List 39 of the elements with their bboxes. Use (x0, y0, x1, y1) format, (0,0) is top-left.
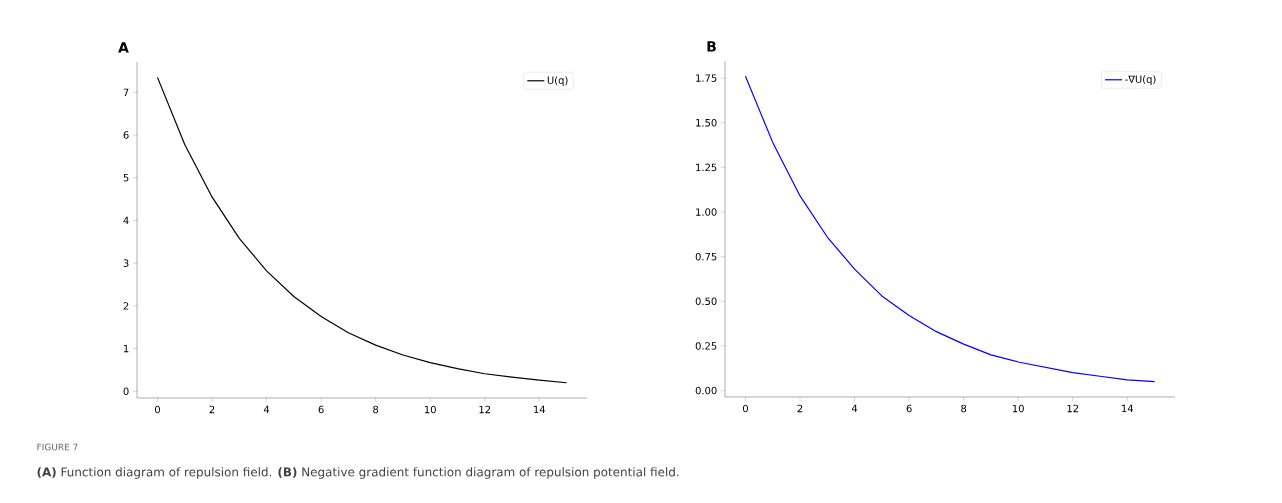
legend-label: -∇U(q) (1125, 75, 1156, 85)
x-tick-label: 2 (209, 405, 215, 414)
y-tick-label: 0.25 (695, 342, 717, 350)
x-tick-label: 4 (851, 404, 858, 413)
x-tick-label: 6 (906, 404, 912, 413)
x-tick-label: 14 (1122, 404, 1134, 413)
y-tick-label: 1.50 (696, 118, 717, 127)
caption: FIGURE 7 (37, 443, 78, 451)
line-series (156, 76, 568, 384)
y-tick-label: 6 (123, 131, 129, 139)
text: (A) Function diagram of repulsion field. (B) Negative gradient function diagram of repulsion potential field. (37, 467, 679, 479)
y-tick-label: 2 (123, 302, 129, 310)
y-tick-label: 5 (123, 174, 129, 182)
x-tick-label: 6 (318, 405, 324, 414)
x-tick-label: 10 (424, 405, 436, 414)
y-tick-label: 1 (124, 344, 129, 353)
x-tick-label: 12 (479, 405, 491, 414)
legend-label: U(q) (547, 76, 568, 86)
x-tick-label: 12 (1067, 404, 1079, 413)
y-tick-label: 1.00 (696, 208, 717, 216)
x-tick-label: 0 (742, 404, 748, 413)
x-tick-label: 14 (534, 405, 546, 414)
x-tick-label: 2 (797, 404, 803, 413)
x-tick-label: 8 (961, 404, 967, 413)
y-tick-label: 3 (123, 259, 129, 267)
x-tick-label: 0 (154, 405, 160, 414)
x-tick-label: 8 (373, 405, 379, 414)
y-tick-label: 0.50 (695, 297, 717, 306)
y-tick-label: 4 (123, 216, 129, 225)
y-tick-label: 0.75 (695, 252, 717, 261)
x-tick-label: 10 (1012, 404, 1024, 413)
x-tick-label: 4 (263, 405, 270, 414)
chart-title: A (118, 42, 129, 53)
y-tick-label: 0.00 (695, 386, 717, 395)
y-tick-label: 0 (123, 387, 129, 396)
y-tick-label: 1.25 (696, 163, 717, 172)
y-tick-label: 1.75 (696, 74, 717, 82)
y-tick-label: 7 (123, 88, 129, 96)
chart-title: B (707, 41, 716, 52)
